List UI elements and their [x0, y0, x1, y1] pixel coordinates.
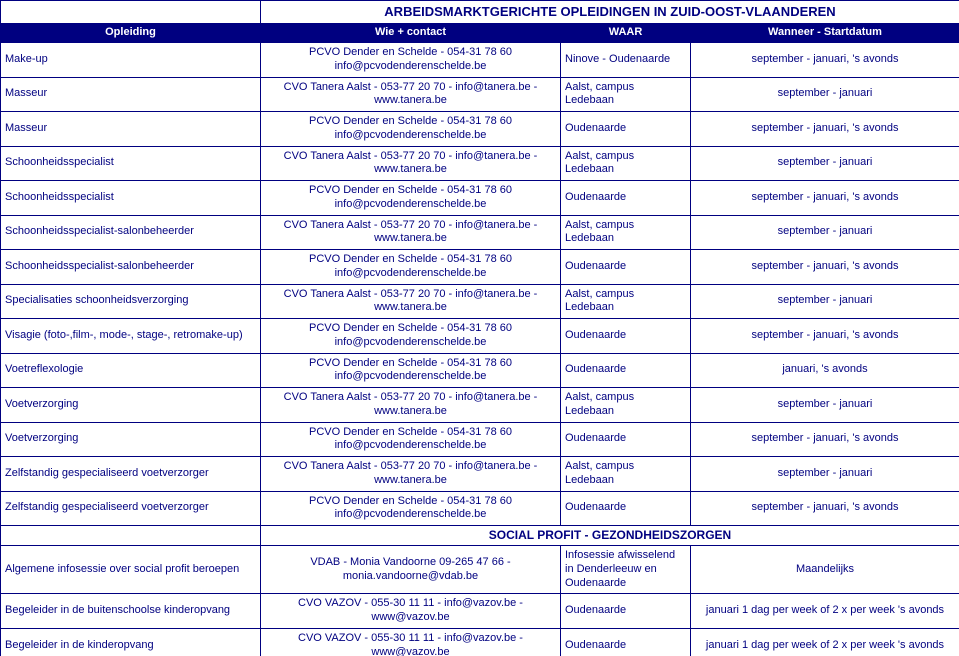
cell-wanneer: september - januari, 's avonds	[691, 319, 959, 354]
table-row: Schoonheidsspecialist-salonbeheerderPCVO…	[1, 250, 959, 285]
cell-wie: CVO Tanera Aalst - 053-77 20 70 - info@t…	[261, 284, 561, 319]
cell-opleiding: Schoonheidsspecialist-salonbeheerder	[1, 250, 261, 285]
cell-wanneer: Maandelijks	[691, 546, 959, 594]
cell-wie: PCVO Dender en Schelde - 054-31 78 60 in…	[261, 422, 561, 457]
table-row: MasseurCVO Tanera Aalst - 053-77 20 70 -…	[1, 77, 959, 112]
cell-opleiding: Algemene infosessie over social profit b…	[1, 546, 261, 594]
cell-wanneer: september - januari	[691, 146, 959, 181]
cell-waar: Oudenaarde	[561, 422, 691, 457]
title-blank	[1, 1, 261, 24]
cell-wanneer: september - januari, 's avonds	[691, 43, 959, 78]
cell-waar: Aalst, campus Ledebaan	[561, 146, 691, 181]
cell-waar: Aalst, campus Ledebaan	[561, 77, 691, 112]
cell-wie: CVO Tanera Aalst - 053-77 20 70 - info@t…	[261, 457, 561, 492]
table-row: Begeleider in de kinderopvangCVO VAZOV -…	[1, 628, 959, 656]
cell-wie: PCVO Dender en Schelde - 054-31 78 60 in…	[261, 319, 561, 354]
table-row: Schoonheidsspecialist-salonbeheerderCVO …	[1, 215, 959, 250]
cell-opleiding: Schoonheidsspecialist-salonbeheerder	[1, 215, 261, 250]
cell-waar: Aalst, campus Ledebaan	[561, 388, 691, 423]
cell-wie: PCVO Dender en Schelde - 054-31 78 60 in…	[261, 353, 561, 388]
cell-waar: Aalst, campus Ledebaan	[561, 457, 691, 492]
cell-waar: Oudenaarde	[561, 594, 691, 629]
header-col4: Wanneer - Startdatum	[691, 24, 959, 43]
section-heading: SOCIAL PROFIT - GEZONDHEIDSZORGEN	[261, 526, 959, 546]
table-row: SchoonheidsspecialistCVO Tanera Aalst - …	[1, 146, 959, 181]
table-row: Visagie (foto-,film-, mode-, stage-, ret…	[1, 319, 959, 354]
cell-waar: Oudenaarde	[561, 491, 691, 526]
cell-opleiding: Masseur	[1, 77, 261, 112]
cell-wie: CVO Tanera Aalst - 053-77 20 70 - info@t…	[261, 215, 561, 250]
cell-wie: PCVO Dender en Schelde - 054-31 78 60 in…	[261, 43, 561, 78]
page-container: ARBEIDSMARKTGERICHTE OPLEIDINGEN IN ZUID…	[0, 0, 959, 656]
cell-opleiding: Schoonheidsspecialist	[1, 181, 261, 216]
cell-opleiding: Masseur	[1, 112, 261, 147]
cell-wie: VDAB - Monia Vandoorne 09-265 47 66 - mo…	[261, 546, 561, 594]
cell-wanneer: september - januari, 's avonds	[691, 181, 959, 216]
cell-opleiding: Begeleider in de kinderopvang	[1, 628, 261, 656]
cell-opleiding: Voetverzorging	[1, 388, 261, 423]
section-blank	[1, 526, 261, 546]
table-row: SchoonheidsspecialistPCVO Dender en Sche…	[1, 181, 959, 216]
cell-wanneer: januari 1 dag per week of 2 x per week '…	[691, 594, 959, 629]
table-row: VoetverzorgingPCVO Dender en Schelde - 0…	[1, 422, 959, 457]
cell-waar: Oudenaarde	[561, 250, 691, 285]
table-row: Begeleider in de buitenschoolse kinderop…	[1, 594, 959, 629]
cell-opleiding: Begeleider in de buitenschoolse kinderop…	[1, 594, 261, 629]
cell-waar: Oudenaarde	[561, 112, 691, 147]
document-title: ARBEIDSMARKTGERICHTE OPLEIDINGEN IN ZUID…	[261, 1, 959, 24]
cell-wie: PCVO Dender en Schelde - 054-31 78 60 in…	[261, 491, 561, 526]
table-row: Make-upPCVO Dender en Schelde - 054-31 7…	[1, 43, 959, 78]
cell-opleiding: Visagie (foto-,film-, mode-, stage-, ret…	[1, 319, 261, 354]
cell-opleiding: Zelfstandig gespecialiseerd voetverzorge…	[1, 457, 261, 492]
cell-wanneer: september - januari, 's avonds	[691, 250, 959, 285]
cell-wie: PCVO Dender en Schelde - 054-31 78 60 in…	[261, 112, 561, 147]
cell-wanneer: januari 1 dag per week of 2 x per week '…	[691, 628, 959, 656]
table-row: Zelfstandig gespecialiseerd voetverzorge…	[1, 457, 959, 492]
cell-wanneer: september - januari, 's avonds	[691, 112, 959, 147]
cell-opleiding: Voetreflexologie	[1, 353, 261, 388]
cell-waar: Aalst, campus Ledebaan	[561, 284, 691, 319]
document-table: ARBEIDSMARKTGERICHTE OPLEIDINGEN IN ZUID…	[0, 0, 959, 656]
cell-waar: Infosessie afwisselend in Denderleeuw en…	[561, 546, 691, 594]
cell-wanneer: september - januari, 's avonds	[691, 422, 959, 457]
cell-wanneer: januari, 's avonds	[691, 353, 959, 388]
cell-opleiding: Zelfstandig gespecialiseerd voetverzorge…	[1, 491, 261, 526]
cell-wie: PCVO Dender en Schelde - 054-31 78 60 in…	[261, 181, 561, 216]
table-row: VoetreflexologiePCVO Dender en Schelde -…	[1, 353, 959, 388]
cell-waar: Oudenaarde	[561, 181, 691, 216]
cell-opleiding: Make-up	[1, 43, 261, 78]
cell-wanneer: september - januari, 's avonds	[691, 491, 959, 526]
cell-waar: Oudenaarde	[561, 319, 691, 354]
cell-wanneer: september - januari	[691, 457, 959, 492]
cell-waar: Ninove - Oudenaarde	[561, 43, 691, 78]
cell-wanneer: september - januari	[691, 284, 959, 319]
cell-waar: Oudenaarde	[561, 353, 691, 388]
cell-wie: CVO VAZOV - 055-30 11 11 - info@vazov.be…	[261, 628, 561, 656]
cell-opleiding: Schoonheidsspecialist	[1, 146, 261, 181]
header-col1: Opleiding	[1, 24, 261, 43]
cell-wie: CVO Tanera Aalst - 053-77 20 70 - info@t…	[261, 146, 561, 181]
cell-wie: CVO Tanera Aalst - 053-77 20 70 - info@t…	[261, 77, 561, 112]
table-row: Specialisaties schoonheidsverzorgingCVO …	[1, 284, 959, 319]
cell-wie: CVO Tanera Aalst - 053-77 20 70 - info@t…	[261, 388, 561, 423]
cell-waar: Aalst, campus Ledebaan	[561, 215, 691, 250]
table-row: VoetverzorgingCVO Tanera Aalst - 053-77 …	[1, 388, 959, 423]
cell-wanneer: september - januari	[691, 77, 959, 112]
cell-wanneer: september - januari	[691, 215, 959, 250]
cell-opleiding: Voetverzorging	[1, 422, 261, 457]
table-row: MasseurPCVO Dender en Schelde - 054-31 7…	[1, 112, 959, 147]
cell-wie: PCVO Dender en Schelde - 054-31 78 60 in…	[261, 250, 561, 285]
table-row: Algemene infosessie over social profit b…	[1, 546, 959, 594]
cell-wanneer: september - januari	[691, 388, 959, 423]
header-col2: Wie + contact	[261, 24, 561, 43]
cell-waar: Oudenaarde	[561, 628, 691, 656]
table-row: Zelfstandig gespecialiseerd voetverzorge…	[1, 491, 959, 526]
header-col3: WAAR	[561, 24, 691, 43]
cell-wie: CVO VAZOV - 055-30 11 11 - info@vazov.be…	[261, 594, 561, 629]
cell-opleiding: Specialisaties schoonheidsverzorging	[1, 284, 261, 319]
